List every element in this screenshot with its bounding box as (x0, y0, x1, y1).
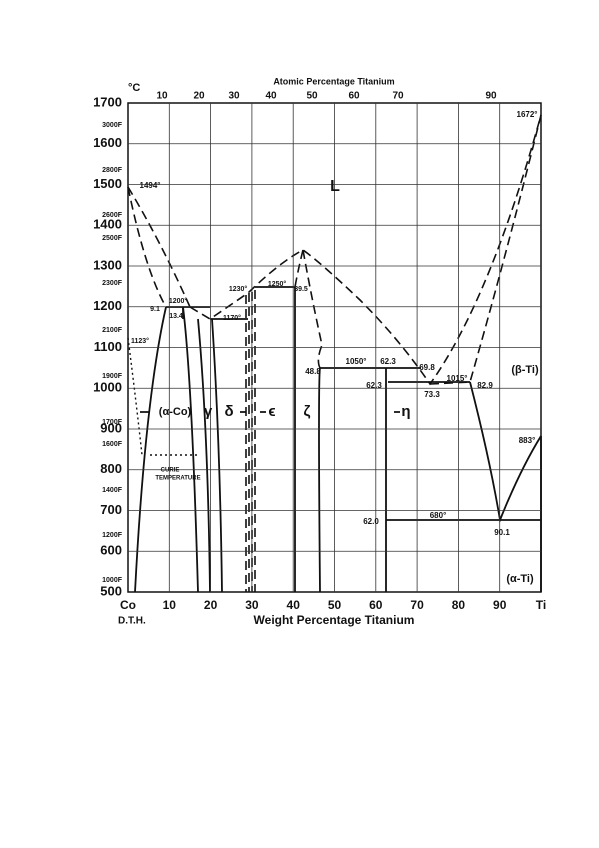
bottom-axis-title: Weight Percentage Titanium (254, 613, 415, 627)
annotation: 9.1 (150, 306, 160, 313)
top-tick-label: 40 (265, 91, 277, 102)
annotation: δ (224, 403, 233, 420)
celsius-tick-label: 1700 (93, 94, 122, 109)
annotation: TEMPERATURE (155, 476, 200, 482)
annotation: η (401, 403, 410, 420)
annotation: 39.5 (294, 286, 308, 293)
annotation: (α-Ti) (506, 573, 534, 585)
fahrenheit-tick-label: 1400F (102, 487, 123, 494)
annotation: 1015° (447, 374, 468, 383)
celsius-tick-label: 1600 (93, 135, 122, 150)
annotation: 13.4 (169, 313, 183, 320)
annotation: 90.1 (494, 528, 510, 537)
fahrenheit-tick-label: 1200F (102, 532, 123, 539)
fahrenheit-tick-label: 2300F (102, 280, 123, 287)
bottom-tick-label: 10 (163, 598, 177, 612)
celsius-tick-label: 1300 (93, 257, 122, 272)
annotation: 883° (519, 436, 536, 445)
annotation: L (330, 178, 340, 195)
annotation: 1170° (223, 314, 241, 322)
celsius-tick-label: 900 (100, 420, 122, 435)
top-tick-label: 10 (156, 91, 168, 102)
bottom-tick-label: 60 (369, 598, 383, 612)
top-tick-label: 30 (228, 91, 240, 102)
celsius-tick-label: 500 (100, 583, 122, 598)
bottom-tick-label: 80 (452, 598, 466, 612)
fahrenheit-tick-label: 2100F (102, 327, 123, 334)
annotation: 1250° (268, 280, 287, 288)
bottom-tick-label: 90 (493, 598, 507, 612)
annotation: 82.9 (477, 381, 493, 390)
bottom-tick-label: Co (120, 598, 136, 612)
bottom-tick-label: 40 (287, 598, 301, 612)
annotation: 48.8 (305, 367, 321, 376)
annotation: (β-Ti) (511, 364, 539, 376)
celsius-tick-label: 1100 (94, 339, 122, 354)
annotation: 1494° (140, 181, 161, 190)
annotation: ζ (304, 403, 311, 420)
top-tick-label: 50 (306, 91, 318, 102)
top-tick-label: 60 (348, 91, 360, 102)
celsius-tick-label: 1400 (93, 217, 122, 232)
top-tick-label: 20 (193, 91, 205, 102)
annotation: 62.3 (380, 357, 396, 366)
annotation: 73.3 (424, 390, 440, 399)
annotation: 62.3 (366, 381, 382, 390)
fahrenheit-tick-label: 1000F (102, 577, 123, 584)
bottom-tick-label: 20 (204, 598, 218, 612)
top-tick-label: 70 (392, 91, 404, 102)
bottom-tick-label: 50 (328, 598, 342, 612)
celsius-tick-label: 1500 (93, 176, 122, 191)
unit-label: °C (128, 82, 140, 94)
bottom-tick-label: Ti (536, 598, 546, 612)
top-tick-label: 90 (485, 91, 497, 102)
annotation: 680° (430, 511, 447, 520)
fahrenheit-tick-label: 2600F (102, 212, 123, 219)
celsius-tick-label: 800 (100, 461, 122, 476)
bottom-tick-label: 70 (410, 598, 424, 612)
celsius-tick-label: 600 (100, 543, 122, 558)
annotation: (α-Co) (159, 406, 192, 418)
annotation: CURIE (161, 468, 180, 474)
annotation: 69.8 (419, 363, 435, 372)
annotation: 1200° (169, 297, 188, 305)
annotation: 1672° (517, 110, 538, 119)
fahrenheit-tick-label: 2500F (102, 235, 123, 242)
annotation: γ (204, 403, 213, 420)
annotation: ϵ (268, 403, 275, 420)
fahrenheit-tick-label: 3000F (102, 122, 123, 129)
fahrenheit-tick-label: 1900F (102, 373, 123, 380)
annotation: 1050° (346, 357, 367, 366)
top-axis-title: Atomic Percentage Titanium (273, 76, 394, 86)
celsius-tick-label: 700 (100, 502, 122, 517)
author: D.T.H. (118, 616, 146, 627)
annotation: 1230° (229, 285, 248, 293)
bottom-tick-label: 30 (245, 598, 259, 612)
celsius-tick-label: 1000 (93, 380, 122, 395)
annotation: 1123° (131, 337, 149, 345)
annotation: 62.0 (363, 517, 379, 526)
fahrenheit-tick-label: 1600F (102, 441, 123, 448)
fahrenheit-tick-label: 2800F (102, 167, 123, 174)
fahrenheit-tick-label: 1700F (102, 419, 123, 426)
celsius-tick-label: 1200 (93, 298, 122, 313)
